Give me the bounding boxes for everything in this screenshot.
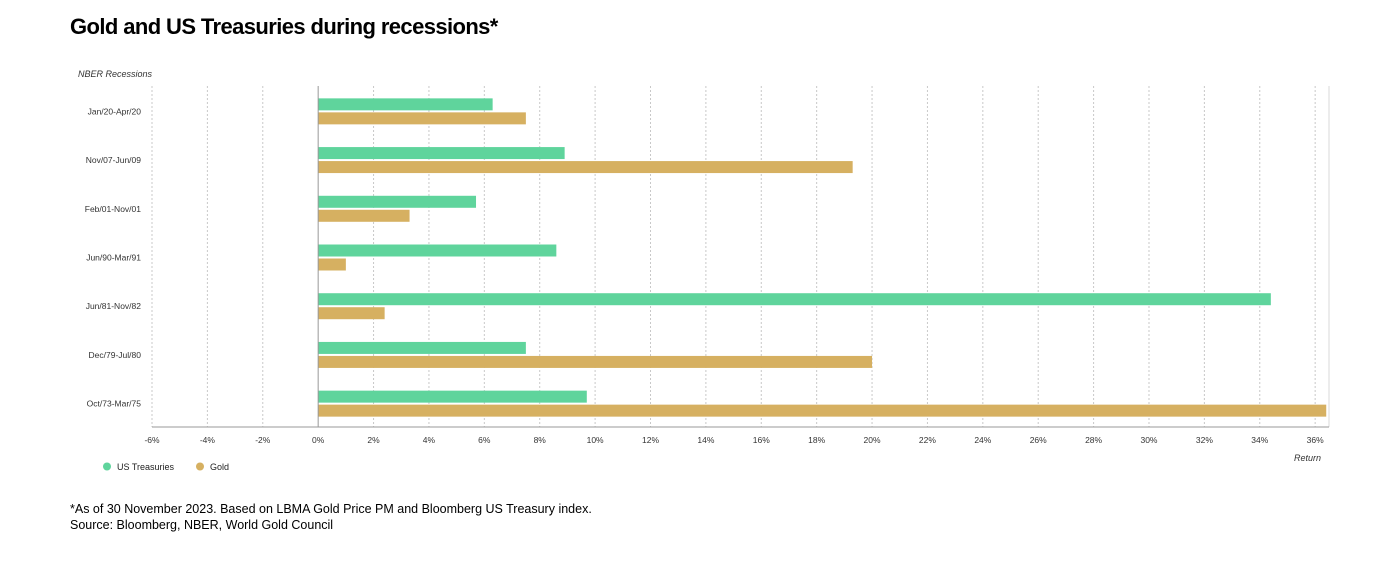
footnote-source: Source: Bloomberg, NBER, World Gold Coun… xyxy=(70,518,334,532)
bar-us-treasuries xyxy=(318,147,565,160)
category-label: Feb/01-Nov/01 xyxy=(85,204,141,214)
x-tick-label: 4% xyxy=(423,435,436,445)
bar-gold xyxy=(318,404,1327,417)
x-tick-label: 26% xyxy=(1030,435,1047,445)
grid-lines xyxy=(151,86,1330,427)
bar-gold xyxy=(318,161,853,174)
category-label: Nov/07-Jun/09 xyxy=(86,155,142,165)
x-tick-label: 32% xyxy=(1196,435,1213,445)
labels: -6% -4% -2% 0% 2% 4% 6% 8% 10% 12% 14% 16% 18% 20% 22%… xyxy=(78,69,1324,463)
x-tick-label: -2% xyxy=(255,435,271,445)
x-tick-label: 30% xyxy=(1140,435,1157,445)
x-tick-label: 22% xyxy=(919,435,936,445)
x-tick-label: 10% xyxy=(587,435,604,445)
x-tick-label: 6% xyxy=(478,435,491,445)
bar-gold xyxy=(318,209,410,222)
category-label: Oct/73-Mar/75 xyxy=(87,399,142,409)
bar-us-treasuries xyxy=(318,195,477,208)
bar-chart: -6% -4% -2% 0% 2% 4% 6% 8% 10% 12% 14% 16% 18% 20% 22%… xyxy=(78,69,1330,472)
x-tick-label: -6% xyxy=(144,435,160,445)
bar-us-treasuries xyxy=(318,293,1271,306)
legend-label: US Treasuries xyxy=(117,462,175,472)
x-tick-label: 8% xyxy=(534,435,547,445)
axes xyxy=(152,86,1329,428)
x-tick-label: 20% xyxy=(864,435,881,445)
legend-label: Gold xyxy=(210,462,229,472)
bar-gold xyxy=(318,112,526,125)
x-axis-title: Return xyxy=(1294,453,1321,463)
x-tick-label: 18% xyxy=(808,435,825,445)
bar-us-treasuries xyxy=(318,390,587,403)
x-tick-label: 34% xyxy=(1251,435,1268,445)
x-tick-label: 36% xyxy=(1307,435,1324,445)
x-tick-label: 28% xyxy=(1085,435,1102,445)
chart-title: Gold and US Treasuries during recessions… xyxy=(70,14,498,39)
x-tick-label: 2% xyxy=(367,435,380,445)
category-label: Dec/79-Jul/80 xyxy=(89,350,142,360)
x-tick-label: 12% xyxy=(642,435,659,445)
x-tick-label: 16% xyxy=(753,435,770,445)
x-tick-label: -4% xyxy=(200,435,216,445)
footnote-note: *As of 30 November 2023. Based on LBMA G… xyxy=(70,502,592,516)
legend-marker xyxy=(103,462,111,471)
category-label: Jun/81-Nov/82 xyxy=(86,301,142,311)
bar-us-treasuries xyxy=(318,341,526,354)
category-label: Jan/20-Apr/20 xyxy=(88,106,142,116)
legend: US Treasuries Gold xyxy=(103,462,229,472)
legend-marker xyxy=(196,462,204,471)
x-tick-label: 0% xyxy=(312,435,325,445)
footnote: *As of 30 November 2023. Based on LBMA G… xyxy=(70,501,592,533)
bar-us-treasuries xyxy=(318,244,557,257)
x-tick-label: 24% xyxy=(974,435,991,445)
bars xyxy=(318,98,1327,417)
category-label: Jun/90-Mar/91 xyxy=(86,253,141,263)
bar-gold xyxy=(318,258,346,271)
y-axis-title: NBER Recessions xyxy=(78,69,153,79)
bar-gold xyxy=(318,307,385,320)
x-tick-label: 14% xyxy=(697,435,714,445)
bar-us-treasuries xyxy=(318,98,493,111)
bar-gold xyxy=(318,355,873,368)
